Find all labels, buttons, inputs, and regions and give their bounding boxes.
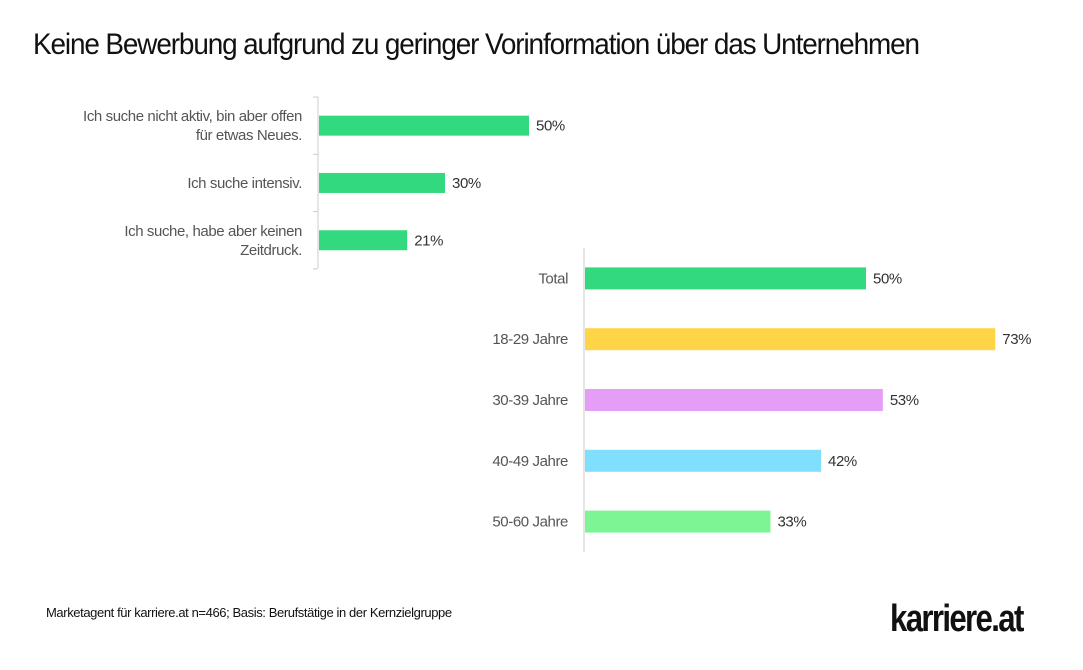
category-label: 18-29 Jahre [492, 331, 568, 348]
value-label: 30% [452, 175, 481, 192]
category-label: Ich suche nicht aktiv, bin aber offen [83, 108, 302, 125]
bar [585, 510, 771, 533]
category-label: für etwas Neues. [196, 127, 302, 144]
value-label: 50% [536, 118, 565, 135]
chart-title: Keine Bewerbung aufgrund zu geringer Vor… [33, 28, 920, 61]
bar [319, 115, 529, 136]
karriere-logo: karriere.at [890, 598, 1024, 640]
category-label: Zeitdruck. [240, 242, 302, 259]
value-label: 42% [828, 453, 857, 470]
bar [319, 230, 408, 251]
category-label: 30-39 Jahre [492, 392, 568, 409]
bar [585, 328, 996, 351]
category-label: 40-49 Jahre [492, 453, 568, 470]
value-label: 21% [414, 232, 443, 249]
value-label: 50% [873, 270, 902, 287]
bar [585, 267, 866, 290]
category-label: 50-60 Jahre [492, 514, 568, 531]
value-label: 33% [777, 514, 806, 531]
bar [585, 449, 822, 472]
value-label: 53% [890, 392, 919, 409]
category-label: Ich suche intensiv. [187, 175, 302, 192]
source-footnote: Marketagent für karriere.at n=466; Basis… [46, 605, 452, 620]
category-label: Total [538, 270, 568, 287]
bar [585, 389, 883, 411]
bar [319, 172, 445, 193]
category-label: Ich suche, habe aber keinen [124, 223, 302, 240]
value-label: 73% [1002, 331, 1031, 348]
